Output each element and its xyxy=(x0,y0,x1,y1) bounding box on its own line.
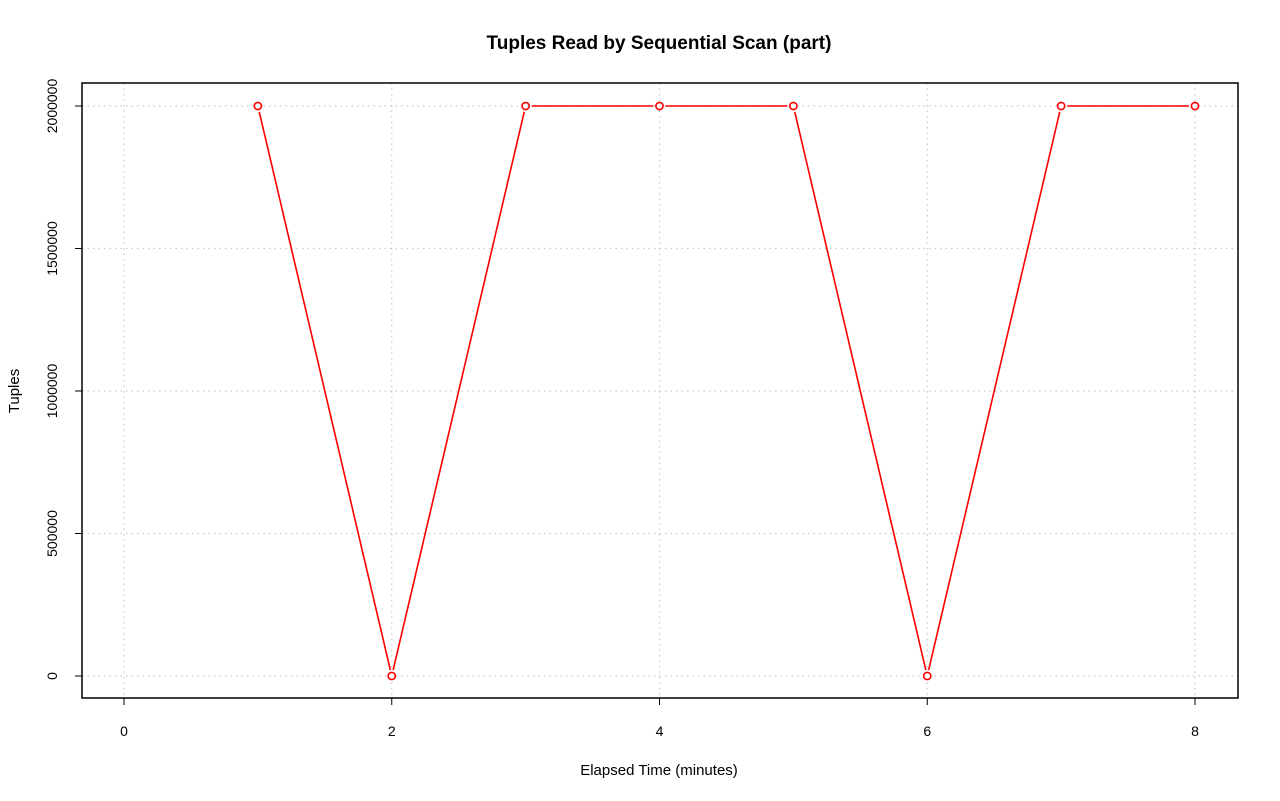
y-tick-label: 0 xyxy=(44,672,60,680)
x-tick-label: 4 xyxy=(656,723,664,739)
series-line-segment xyxy=(927,111,1061,671)
chart-title: Tuples Read by Sequential Scan (part) xyxy=(487,33,832,54)
data-point xyxy=(1056,101,1066,111)
series-line-segment xyxy=(258,111,392,671)
x-tick-label: 0 xyxy=(120,723,128,739)
y-tick-label: 1500000 xyxy=(44,221,60,276)
data-point xyxy=(521,101,531,111)
data-series xyxy=(253,101,1200,681)
data-point xyxy=(655,101,664,111)
x-axis: 0 2 4 6 8 xyxy=(120,697,1199,739)
y-tick-label: 2000000 xyxy=(44,79,60,134)
x-tick-label: 8 xyxy=(1191,723,1199,739)
data-point xyxy=(253,101,263,111)
plot-frame xyxy=(81,82,1239,699)
data-point xyxy=(922,671,932,681)
y-tick-label: 1000000 xyxy=(44,364,60,419)
y-tick-label: 500000 xyxy=(44,510,60,557)
data-point xyxy=(387,671,397,681)
x-tick-label: 6 xyxy=(923,723,931,739)
y-axis: 0 500000 1000000 1500000 2000000 xyxy=(44,79,82,680)
data-point xyxy=(788,101,798,111)
series-line-segment xyxy=(793,111,927,671)
series-line-segment xyxy=(392,111,526,671)
x-axis-label: Elapsed Time (minutes) xyxy=(580,762,738,779)
data-point xyxy=(1190,101,1200,111)
grid-lines xyxy=(82,83,1238,698)
x-tick-label: 2 xyxy=(388,723,396,739)
y-axis-label: Tuples xyxy=(6,369,23,413)
